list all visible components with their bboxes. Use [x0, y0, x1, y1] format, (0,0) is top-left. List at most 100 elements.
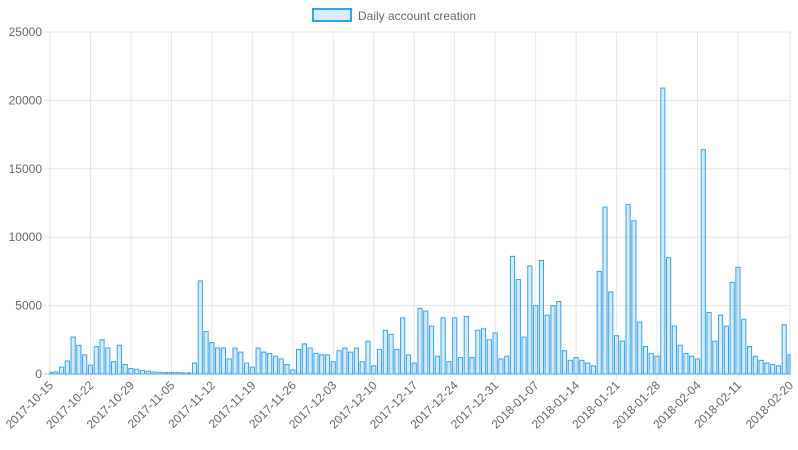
bar[interactable] — [53, 371, 59, 375]
bar[interactable] — [319, 354, 325, 375]
bar[interactable] — [689, 355, 695, 375]
bar[interactable] — [232, 347, 238, 375]
bar[interactable] — [324, 354, 331, 375]
bar[interactable] — [191, 362, 198, 375]
bar[interactable] — [209, 342, 215, 375]
bar[interactable] — [348, 351, 354, 375]
bar[interactable] — [498, 358, 504, 375]
bar[interactable] — [486, 339, 492, 375]
bar[interactable] — [463, 316, 469, 375]
bar[interactable] — [116, 344, 122, 375]
bar[interactable] — [70, 336, 76, 375]
bar[interactable] — [220, 347, 227, 375]
bar[interactable] — [359, 361, 365, 375]
bar[interactable] — [128, 368, 134, 375]
bar[interactable] — [446, 361, 452, 375]
bar[interactable] — [741, 318, 747, 375]
bar[interactable] — [648, 352, 654, 375]
bar[interactable] — [457, 357, 464, 375]
bar[interactable] — [775, 365, 782, 375]
bar[interactable] — [417, 307, 423, 375]
bar[interactable] — [267, 352, 273, 375]
bar[interactable] — [642, 346, 649, 375]
bar[interactable] — [296, 348, 302, 375]
bar[interactable] — [365, 340, 371, 375]
bar[interactable] — [758, 359, 764, 375]
bar[interactable] — [243, 362, 250, 375]
bar[interactable] — [376, 348, 383, 375]
bar[interactable] — [82, 354, 88, 375]
bar[interactable] — [787, 354, 791, 375]
bar[interactable] — [596, 270, 602, 375]
bar[interactable] — [712, 340, 718, 375]
bar[interactable] — [654, 355, 660, 375]
bar[interactable] — [492, 332, 498, 375]
bar[interactable] — [631, 220, 637, 375]
bar[interactable] — [469, 357, 475, 375]
bar[interactable] — [186, 372, 192, 375]
bar[interactable] — [394, 348, 400, 375]
bar[interactable] — [353, 347, 359, 375]
bar[interactable] — [683, 352, 689, 375]
bar[interactable] — [694, 358, 701, 375]
bar[interactable] — [533, 305, 539, 375]
bar[interactable] — [637, 321, 643, 375]
bar[interactable] — [573, 357, 579, 375]
bar[interactable] — [538, 259, 544, 375]
bar[interactable] — [405, 354, 412, 375]
bar[interactable] — [481, 328, 487, 375]
bar[interactable] — [151, 371, 157, 375]
bar[interactable] — [87, 364, 94, 375]
bar[interactable] — [342, 347, 348, 375]
bar[interactable] — [272, 355, 279, 375]
bar[interactable] — [550, 305, 556, 375]
bar[interactable] — [58, 366, 65, 375]
bar[interactable] — [504, 355, 510, 375]
bar[interactable] — [249, 366, 255, 375]
bar[interactable] — [556, 301, 562, 375]
bar[interactable] — [203, 331, 209, 375]
bar[interactable] — [608, 291, 614, 375]
bar[interactable] — [411, 362, 417, 375]
bar[interactable] — [764, 362, 770, 375]
bar[interactable] — [76, 344, 82, 375]
bar[interactable] — [122, 363, 128, 375]
bar[interactable] — [197, 280, 203, 375]
bar[interactable] — [781, 324, 787, 375]
bar[interactable] — [49, 371, 53, 375]
bar[interactable] — [215, 347, 221, 375]
bar[interactable] — [770, 363, 776, 375]
bar[interactable] — [163, 372, 169, 375]
bar[interactable] — [174, 372, 180, 375]
bar[interactable] — [278, 358, 284, 375]
bar[interactable] — [521, 336, 527, 375]
bar[interactable] — [602, 206, 608, 375]
bar[interactable] — [579, 359, 585, 375]
bar[interactable] — [330, 361, 336, 375]
bar[interactable] — [99, 339, 105, 375]
bar[interactable] — [666, 257, 672, 375]
bar[interactable] — [567, 359, 573, 375]
bar[interactable] — [371, 365, 377, 375]
bar[interactable] — [139, 370, 146, 375]
bar[interactable] — [752, 355, 758, 375]
bar[interactable] — [238, 351, 244, 375]
bar[interactable] — [660, 87, 666, 375]
bar[interactable] — [671, 325, 677, 375]
bar[interactable] — [336, 350, 342, 375]
bar[interactable] — [261, 351, 267, 375]
bar[interactable] — [452, 317, 458, 375]
bar[interactable] — [613, 335, 620, 375]
bar[interactable] — [706, 311, 712, 375]
bar[interactable] — [723, 325, 729, 375]
bar[interactable] — [423, 310, 429, 375]
bar[interactable] — [515, 279, 521, 375]
bar[interactable] — [284, 363, 290, 375]
bar[interactable] — [718, 314, 724, 375]
bar[interactable] — [134, 368, 140, 375]
bar[interactable] — [111, 361, 117, 375]
bar[interactable] — [307, 347, 313, 375]
bar[interactable] — [677, 344, 683, 375]
bar[interactable] — [290, 369, 296, 375]
bar[interactable] — [255, 347, 261, 375]
